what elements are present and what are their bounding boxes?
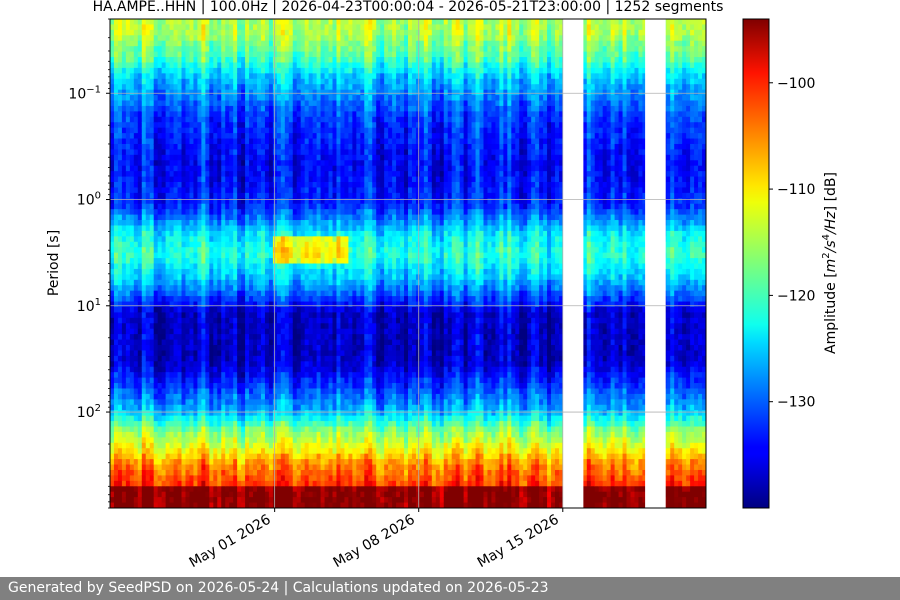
- colorbar-axis: −100 −110 −120 −130: [769, 76, 815, 411]
- y-axis: 10−1 100 101 102: [68, 19, 110, 508]
- colorbar-label: Amplitude [m2/s4/Hz] [dB]: [821, 172, 839, 354]
- data-gap-1: [563, 19, 584, 508]
- footer-text: Generated by SeedPSD on 2026-05-24 | Cal…: [8, 580, 549, 596]
- spectrogram-heatmap: [110, 19, 707, 509]
- colorbar-tick-label-1: −100: [777, 76, 815, 92]
- psd-figure: HA.AMPE..HHN | 100.0Hz | 2026-04-23T00:0…: [0, 0, 900, 577]
- y-axis-label: Period [s]: [46, 230, 62, 296]
- y-tick-label-4: 102: [77, 403, 101, 421]
- y-tick-label-3: 101: [77, 297, 101, 315]
- x-tick-label-1: May 01 2026: [187, 512, 274, 572]
- colorbar-tick-label-2: −110: [777, 182, 815, 198]
- footer-bar: Generated by SeedPSD on 2026-05-24 | Cal…: [0, 577, 900, 600]
- x-tick-label-3: May 15 2026: [475, 512, 562, 572]
- colorbar-tick-label-4: −130: [777, 395, 815, 411]
- x-tick-label-2: May 08 2026: [331, 512, 418, 572]
- data-gap-2: [645, 19, 666, 508]
- x-axis: May 01 2026 May 08 2026 May 15 2026: [187, 508, 563, 571]
- y-tick-label-1: 10−1: [68, 84, 101, 102]
- colorbar: [743, 19, 769, 508]
- y-tick-label-2: 100: [77, 191, 101, 209]
- chart-title: HA.AMPE..HHN | 100.0Hz | 2026-04-23T00:0…: [93, 0, 724, 15]
- colorbar-tick-label-3: −120: [777, 288, 815, 304]
